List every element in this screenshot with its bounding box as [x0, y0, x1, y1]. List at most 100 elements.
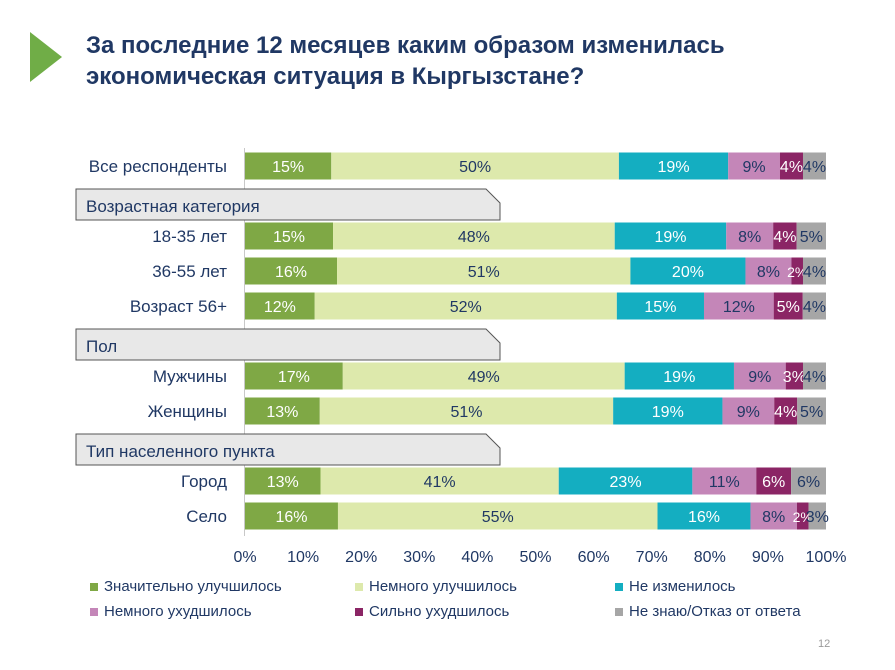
data-label: 3% [783, 369, 806, 386]
data-label: 23% [610, 474, 642, 491]
data-label: 5% [800, 229, 823, 246]
data-label: 2% [787, 264, 807, 280]
legend-label: Значительно улучшилось [104, 578, 282, 595]
bar-segment [791, 257, 803, 285]
bar-segment [745, 257, 792, 285]
bar-segment [616, 292, 704, 320]
bar-segment [245, 222, 334, 250]
bar-segment [245, 292, 315, 320]
category-label: Мужчины [153, 367, 227, 386]
legend-swatch [355, 607, 363, 616]
data-label: 4% [803, 264, 826, 281]
x-tick-label: 70% [636, 549, 668, 566]
bar-segment [245, 362, 343, 390]
bar-segment [245, 257, 338, 285]
bar-segment [773, 292, 803, 320]
category-label: 18-35 лет [152, 227, 227, 246]
legend-label: Не знаю/Отказ от ответа [629, 603, 801, 620]
x-tick-label: 80% [694, 549, 726, 566]
data-label: 15% [273, 229, 305, 246]
bar-segment [613, 397, 723, 425]
legend-item: Не знаю/Отказ от ответа [615, 603, 801, 620]
section-header-label: Возрастная категория [86, 197, 260, 216]
bar-segment [337, 502, 658, 530]
section-header-label: Пол [86, 337, 117, 356]
data-label: 16% [688, 509, 720, 526]
legend-item: Не изменилось [615, 578, 736, 595]
page-title-line-2: экономическая ситуация в Кыргызстане? [86, 63, 585, 90]
category-label: Город [181, 472, 227, 491]
data-label: 2% [793, 509, 813, 525]
legend-label: Сильно ухудшилось [369, 603, 510, 620]
category-label: Женщины [148, 402, 227, 421]
bar-segment [333, 222, 615, 250]
bar-segment [733, 362, 786, 390]
data-label: 5% [800, 404, 823, 421]
bar-segment [245, 467, 321, 495]
data-label: 9% [743, 159, 766, 176]
data-label: 12% [723, 299, 755, 316]
legend-label: Не изменилось [629, 578, 736, 595]
bar-segment [756, 467, 792, 495]
bar-segment [630, 257, 746, 285]
x-tick-label: 30% [403, 549, 435, 566]
legend-item: Немного ухудшилось [90, 603, 252, 620]
data-label: 15% [272, 159, 304, 176]
section-header-box [75, 188, 501, 221]
data-label: 19% [654, 229, 686, 246]
data-label: 19% [652, 404, 684, 421]
bar-segment [802, 292, 826, 320]
data-label: 4% [774, 404, 797, 421]
legend-swatch [90, 582, 98, 591]
bar-segment [779, 152, 803, 180]
bar-segment [750, 502, 797, 530]
bar-segment [320, 467, 559, 495]
data-label: 13% [267, 474, 299, 491]
bar-segment [342, 362, 625, 390]
bar-segment [618, 152, 729, 180]
data-label: 51% [468, 264, 500, 281]
bar-segment [314, 292, 617, 320]
data-label: 9% [737, 404, 760, 421]
data-label: 8% [757, 264, 780, 281]
data-label: 15% [644, 299, 676, 316]
bar-segment [722, 397, 775, 425]
data-label: 50% [459, 159, 491, 176]
bar-segment [773, 222, 797, 250]
x-tick-label: 90% [752, 549, 784, 566]
legend-swatch [90, 607, 98, 616]
legend-item: Немного улучшилось [355, 578, 517, 595]
data-label: 4% [803, 299, 826, 316]
page-title: За последние 12 месяцев каким образом из… [86, 30, 866, 92]
bar-segment [785, 362, 803, 390]
data-label: 11% [709, 474, 740, 491]
data-label: 9% [748, 369, 771, 386]
bar-segment [245, 397, 320, 425]
page-title-line-1: За последние 12 месяцев каким образом из… [86, 32, 725, 59]
legend-label: Немного улучшилось [369, 578, 517, 595]
section-header-label: Тип населенного пункта [86, 442, 275, 461]
bar-segment [558, 467, 693, 495]
bar-segment [808, 502, 826, 530]
section-header-box [75, 433, 501, 466]
bar-segment [331, 152, 619, 180]
data-label: 17% [278, 369, 310, 386]
data-label: 41% [424, 474, 456, 491]
legend-swatch [355, 582, 363, 591]
legend-swatch [615, 607, 623, 616]
bar-segment [802, 362, 826, 390]
legend-item: Значительно улучшилось [90, 578, 282, 595]
bar-segment [337, 257, 631, 285]
legend-swatch [615, 582, 623, 591]
bar-segment [802, 257, 826, 285]
bar-segment [774, 397, 798, 425]
x-tick-label: 20% [345, 549, 377, 566]
bar-segment [796, 502, 809, 530]
data-label: 8% [738, 229, 761, 246]
stacked-bar-chart: Все респонденты 15% 50% 19% 9% 4% 4%Возрастная… [75, 148, 846, 566]
x-tick-label: 10% [287, 549, 319, 566]
bar-segment [319, 397, 614, 425]
bar-segment [245, 502, 338, 530]
data-label: 19% [658, 159, 690, 176]
x-tick-label: 0% [233, 549, 256, 566]
